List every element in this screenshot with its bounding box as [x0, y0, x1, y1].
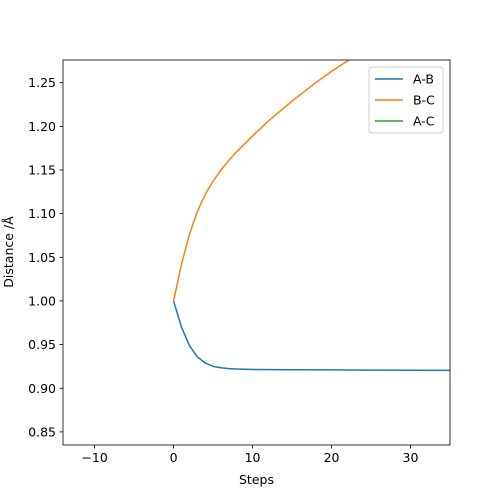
x-tick-label: 20: [324, 450, 340, 465]
x-tick-label: −10: [81, 450, 107, 465]
series-line-a-b: [172, 300, 450, 372]
legend-label-a-b: A-B: [413, 72, 434, 87]
x-tick-label: 30: [403, 450, 419, 465]
series-line-b-c: [172, 60, 350, 302]
legend-box: [368, 66, 444, 134]
y-tick-label: 1.25: [28, 75, 56, 90]
y-axis-label: Distance /Å: [1, 216, 16, 288]
legend: A-B B-C A-C: [368, 66, 444, 134]
y-tick-label: 1.10: [28, 206, 56, 221]
y-tick-label: 1.00: [28, 293, 56, 308]
x-tick-label: 10: [245, 450, 261, 465]
legend-label-b-c: B-C: [413, 93, 435, 108]
y-tick-label: 1.20: [28, 119, 56, 134]
y-tick-label: 0.85: [28, 424, 56, 439]
y-tick-label: 1.15: [28, 163, 56, 178]
y-tick-label: 1.05: [28, 250, 56, 265]
x-tick-label: 0: [170, 450, 178, 465]
y-axis-ticks: 0.85 0.90 0.95 1.00 1.05 1.10 1.15 1.20 1.25: [28, 75, 63, 439]
x-axis-ticks: −10 0 10 20 30: [81, 445, 419, 465]
series-layer: [172, 60, 450, 372]
legend-label-a-c: A-C: [413, 114, 435, 129]
y-tick-label: 0.90: [28, 381, 56, 396]
y-tick-label: 0.95: [28, 337, 56, 352]
x-axis-label: Steps: [239, 472, 274, 487]
axes-frame: [62, 59, 451, 446]
